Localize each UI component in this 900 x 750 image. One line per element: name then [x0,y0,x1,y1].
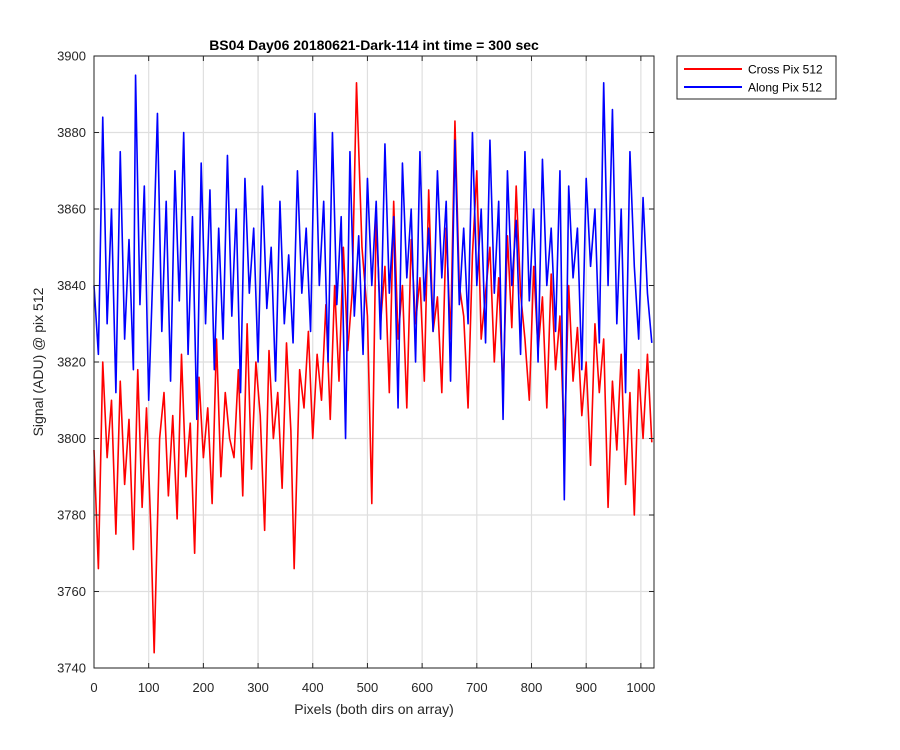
y-axis-label: Signal (ADU) @ pix 512 [30,287,46,436]
x-tick-label: 900 [575,680,597,695]
tick-layer: 0 100 200 300 400 500 600 700 800 900 1000 3740 3760… [57,49,655,696]
legend-box [676,55,837,100]
y-tick-label: 3860 [57,202,86,217]
y-tick-label: 3880 [57,125,86,140]
x-tick-label: 300 [247,680,269,695]
series-line-along-pix-512 [93,74,653,501]
x-tick-label: 500 [357,680,379,695]
y-tick-label: 3800 [57,431,86,446]
chart-title: BS04 Day06 20180621-Dark-114 int time = … [209,37,539,53]
x-tick-label: 100 [138,680,160,695]
x-tick-label: 700 [466,680,488,695]
y-tick-label: 3840 [57,278,86,293]
x-tick-label: 400 [302,680,324,695]
x-tick-label: 0 [90,680,97,695]
x-tick-label: 800 [521,680,543,695]
y-tick-label: 3740 [57,661,86,676]
series-layer [93,74,653,654]
series-line-cross-pix-512 [93,81,653,654]
legend-label-cross: Cross Pix 512 [748,63,823,77]
y-tick-label: 3780 [57,508,86,523]
y-tick-label: 3900 [57,49,86,64]
legend-label-along: Along Pix 512 [748,81,822,95]
x-tick-label: 600 [411,680,433,695]
y-tick-label: 3820 [57,355,86,370]
x-tick-label: 1000 [626,680,655,695]
y-tick-label: 3760 [57,584,86,599]
legend: Cross Pix 512 Along Pix 512 [676,55,837,100]
x-axis-label: Pixels (both dirs on array) [294,701,454,717]
x-tick-label: 200 [193,680,215,695]
